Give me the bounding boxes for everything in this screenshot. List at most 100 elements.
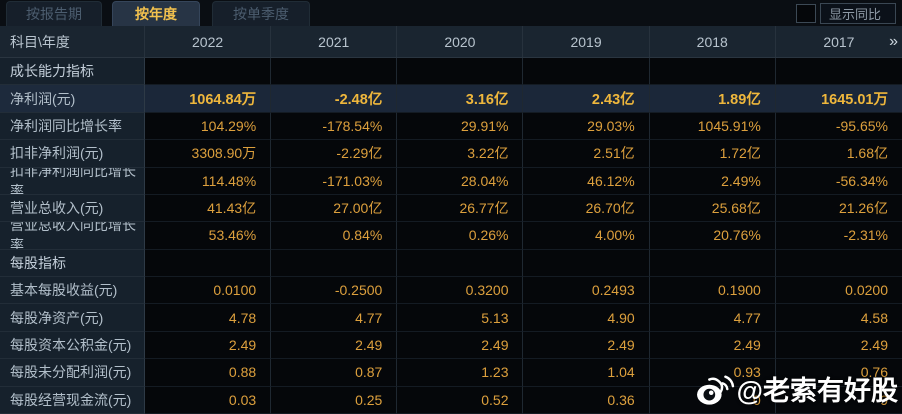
cell-value: 0.25 xyxy=(271,386,398,414)
cell-value: 27.00亿 xyxy=(271,194,398,223)
table-row[interactable]: 每股资本公积金(元) 2.49 2.49 2.49 2.49 2.49 2.49 xyxy=(0,331,902,360)
cell-value: -171.03% xyxy=(271,167,398,195)
row-label: 成长能力指标 xyxy=(0,58,145,86)
corner-label: 科目\年度 xyxy=(0,26,145,57)
row-label: 每股净资产(元) xyxy=(0,304,145,332)
cell-value: -0.2500 xyxy=(271,277,398,305)
cell-value: 0.36 xyxy=(523,386,650,414)
cell-value: 4.77 xyxy=(649,304,776,332)
cell-value: 5.13 xyxy=(397,304,524,332)
year-header-2017: 2017» xyxy=(823,32,898,50)
cell-value: 4.78 xyxy=(145,304,272,332)
year-header-2021: 2021 xyxy=(271,26,398,57)
cell-value: 2.49 xyxy=(271,331,398,360)
cell-value: -56.34% xyxy=(775,167,902,195)
row-label: 扣非净利润同比增长率 xyxy=(0,167,145,195)
row-label: 扣非净利润(元) xyxy=(0,140,145,168)
row-label: 净利润(元) xyxy=(0,85,145,113)
cell-value: 3.16亿 xyxy=(397,85,524,113)
cell-value: 0.87 xyxy=(271,359,398,387)
cell-value: 29.91% xyxy=(397,112,524,141)
show-yoy-button[interactable]: 显示同比 xyxy=(820,3,896,24)
section-row[interactable]: 成长能力指标 xyxy=(0,58,902,86)
cell-value: 4.90 xyxy=(523,304,650,332)
cell-value: 104.29% xyxy=(145,112,272,141)
cell-value xyxy=(397,249,524,277)
cell-value xyxy=(523,58,650,86)
row-label: 每股未分配利润(元) xyxy=(0,359,145,387)
cell-value: 1.68亿 xyxy=(775,140,902,168)
tab-single-quarter[interactable]: 按单季度 xyxy=(212,1,310,26)
section-row[interactable]: 每股指标 xyxy=(0,249,902,277)
table-row[interactable]: 净利润(元) 1064.84万 -2.48亿 3.16亿 2.43亿 1.89亿 1645.… xyxy=(0,85,902,113)
cell-value: 9 xyxy=(775,386,902,414)
show-yoy-checkbox[interactable] xyxy=(796,4,816,23)
cell-value: 1045.91% xyxy=(649,112,776,141)
cell-value xyxy=(775,58,902,86)
cell-value xyxy=(397,58,524,86)
cell-value: 0.3200 xyxy=(397,277,524,305)
year-header-2020: 2020 xyxy=(397,26,524,57)
cell-value: 29.03% xyxy=(523,112,650,141)
cell-value: 21.26亿 xyxy=(775,194,902,223)
cell-value: 1.72亿 xyxy=(649,140,776,168)
cell-value: 2.49% xyxy=(649,167,776,195)
tab-annual[interactable]: 按年度 xyxy=(112,1,200,26)
row-label: 每股经营现金流(元) xyxy=(0,386,145,414)
cell-value: 0.88 xyxy=(145,359,272,387)
table-row[interactable]: 基本每股收益(元) 0.0100 -0.2500 0.3200 0.2493 0.1900… xyxy=(0,277,902,305)
table-body: 成长能力指标 净利润(元) 1064.84万 -2.48亿 3.16亿 2.43亿 1.89… xyxy=(0,58,902,414)
row-label: 每股指标 xyxy=(0,249,145,277)
cell-value: 0.76 xyxy=(775,359,902,387)
cell-value: 0.0100 xyxy=(145,277,272,305)
cell-value: 0.93 xyxy=(649,359,776,387)
cell-value: 26.70亿 xyxy=(523,194,650,223)
cell-value: 0.26% xyxy=(397,222,524,250)
cell-value: 0.1900 xyxy=(649,277,776,305)
table-row[interactable]: 每股净资产(元) 4.78 4.77 5.13 4.90 4.77 4.58 xyxy=(0,304,902,332)
cell-value xyxy=(523,249,650,277)
cell-value: 46.12% xyxy=(523,167,650,195)
table-row[interactable]: 营业总收入(元) 41.43亿 27.00亿 26.77亿 26.70亿 25.68亿 21… xyxy=(0,194,902,223)
table-header-row: 科目\年度 2022 2021 2020 2019 2018 2017» xyxy=(0,26,902,58)
cell-value: -2.29亿 xyxy=(271,140,398,168)
row-label: 营业总收入(元) xyxy=(0,194,145,223)
cell-value: 3308.90万 xyxy=(145,140,272,168)
cell-value: 2.51亿 xyxy=(523,140,650,168)
cell-value: -95.65% xyxy=(775,112,902,141)
cell-value xyxy=(271,58,398,86)
cell-value: 2.49 xyxy=(145,331,272,360)
table-row[interactable]: 扣非净利润同比增长率 114.48% -171.03% 28.04% 46.12% 2.4… xyxy=(0,167,902,195)
table-row[interactable]: 每股经营现金流(元) 0.03 0.25 0.52 0.36 0 9 xyxy=(0,386,902,414)
cell-value xyxy=(775,249,902,277)
year-header-2019: 2019 xyxy=(523,26,650,57)
cell-value: 2.49 xyxy=(775,331,902,360)
cell-value xyxy=(649,249,776,277)
cell-value: 2.43亿 xyxy=(523,85,650,113)
table-row[interactable]: 营业总收入同比增长率 53.46% 0.84% 0.26% 4.00% 20.76% -2.… xyxy=(0,222,902,250)
more-columns-icon[interactable]: » xyxy=(889,32,898,50)
table-row[interactable]: 净利润同比增长率 104.29% -178.54% 29.91% 29.03% 1045.… xyxy=(0,112,902,141)
row-label: 营业总收入同比增长率 xyxy=(0,222,145,250)
cell-value: -178.54% xyxy=(271,112,398,141)
cell-value: 41.43亿 xyxy=(145,194,272,223)
cell-value: 0.03 xyxy=(145,386,272,414)
cell-value: 1645.01万 xyxy=(775,85,902,113)
cell-value: -2.31% xyxy=(775,222,902,250)
table-row[interactable]: 每股未分配利润(元) 0.88 0.87 1.23 1.04 0.93 0.76 xyxy=(0,359,902,387)
cell-value: 1.89亿 xyxy=(649,85,776,113)
cell-value xyxy=(271,249,398,277)
cell-value: 0.2493 xyxy=(523,277,650,305)
cell-value: 28.04% xyxy=(397,167,524,195)
cell-value: 1.23 xyxy=(397,359,524,387)
tab-report-period[interactable]: 按报告期 xyxy=(6,1,102,26)
cell-value: 4.77 xyxy=(271,304,398,332)
cell-value: 0.0200 xyxy=(775,277,902,305)
cell-value xyxy=(145,249,272,277)
cell-value: 4.00% xyxy=(523,222,650,250)
cell-value: 2.49 xyxy=(649,331,776,360)
row-label: 基本每股收益(元) xyxy=(0,277,145,305)
table-row[interactable]: 扣非净利润(元) 3308.90万 -2.29亿 3.22亿 2.51亿 1.72亿 1.6… xyxy=(0,140,902,168)
row-label: 每股资本公积金(元) xyxy=(0,331,145,360)
